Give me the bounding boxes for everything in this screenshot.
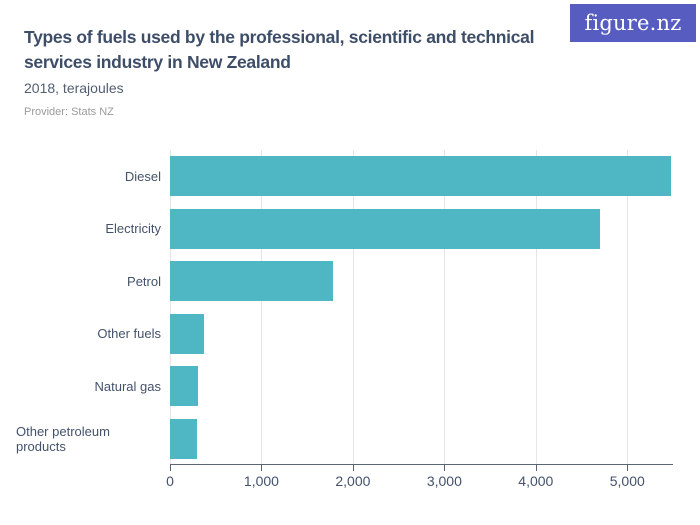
gridline bbox=[535, 150, 537, 464]
x-tick-label: 2,000 bbox=[335, 473, 371, 489]
plot-area bbox=[170, 150, 673, 465]
provider-attribution: Provider: Stats NZ bbox=[24, 106, 114, 118]
bar-other-fuels[interactable] bbox=[170, 313, 204, 354]
gridline bbox=[261, 150, 263, 464]
x-tick-label: 0 bbox=[166, 473, 174, 489]
x-tick-mark bbox=[352, 465, 354, 471]
figure-nz-logo[interactable]: figure.nz bbox=[570, 4, 696, 42]
category-label: Other fuels bbox=[97, 326, 161, 342]
gridline bbox=[627, 150, 629, 464]
y-axis-labels: Diesel Electricity Petrol Other fuels Natura… bbox=[16, 150, 161, 465]
x-tick-mark bbox=[627, 465, 629, 471]
bar-diesel[interactable] bbox=[170, 156, 672, 197]
x-tick-mark bbox=[444, 465, 446, 471]
x-tick-label: 5,000 bbox=[609, 473, 645, 489]
gridline bbox=[444, 150, 446, 464]
gridline bbox=[170, 150, 171, 464]
figure-nz-logo-text: figure.nz bbox=[584, 11, 682, 35]
category-label: Natural gas bbox=[94, 378, 161, 394]
x-tick-label: 3,000 bbox=[426, 473, 462, 489]
bar-petrol[interactable] bbox=[170, 261, 333, 302]
chart-subtitle: 2018, terajoules bbox=[24, 80, 124, 96]
category-label: Petrol bbox=[127, 273, 161, 289]
x-tick-mark bbox=[261, 465, 263, 471]
category-label: Other petroleum products bbox=[16, 423, 110, 454]
x-tick-label: 4,000 bbox=[518, 473, 554, 489]
x-tick-mark bbox=[535, 465, 537, 471]
bar-natural-gas[interactable] bbox=[170, 366, 199, 407]
x-axis: 0 1,000 2,000 3,000 4,000 5,000 bbox=[166, 465, 673, 495]
x-tick-label: 1,000 bbox=[243, 473, 279, 489]
category-label: Electricity bbox=[105, 221, 161, 237]
gridline bbox=[352, 150, 354, 464]
bar-other-petroleum-products[interactable] bbox=[170, 418, 198, 459]
bar-electricity[interactable] bbox=[170, 208, 600, 249]
category-label: Diesel bbox=[124, 168, 161, 184]
chart-title: Types of fuels used by the professional,… bbox=[24, 27, 535, 73]
x-tick-mark bbox=[170, 465, 171, 471]
